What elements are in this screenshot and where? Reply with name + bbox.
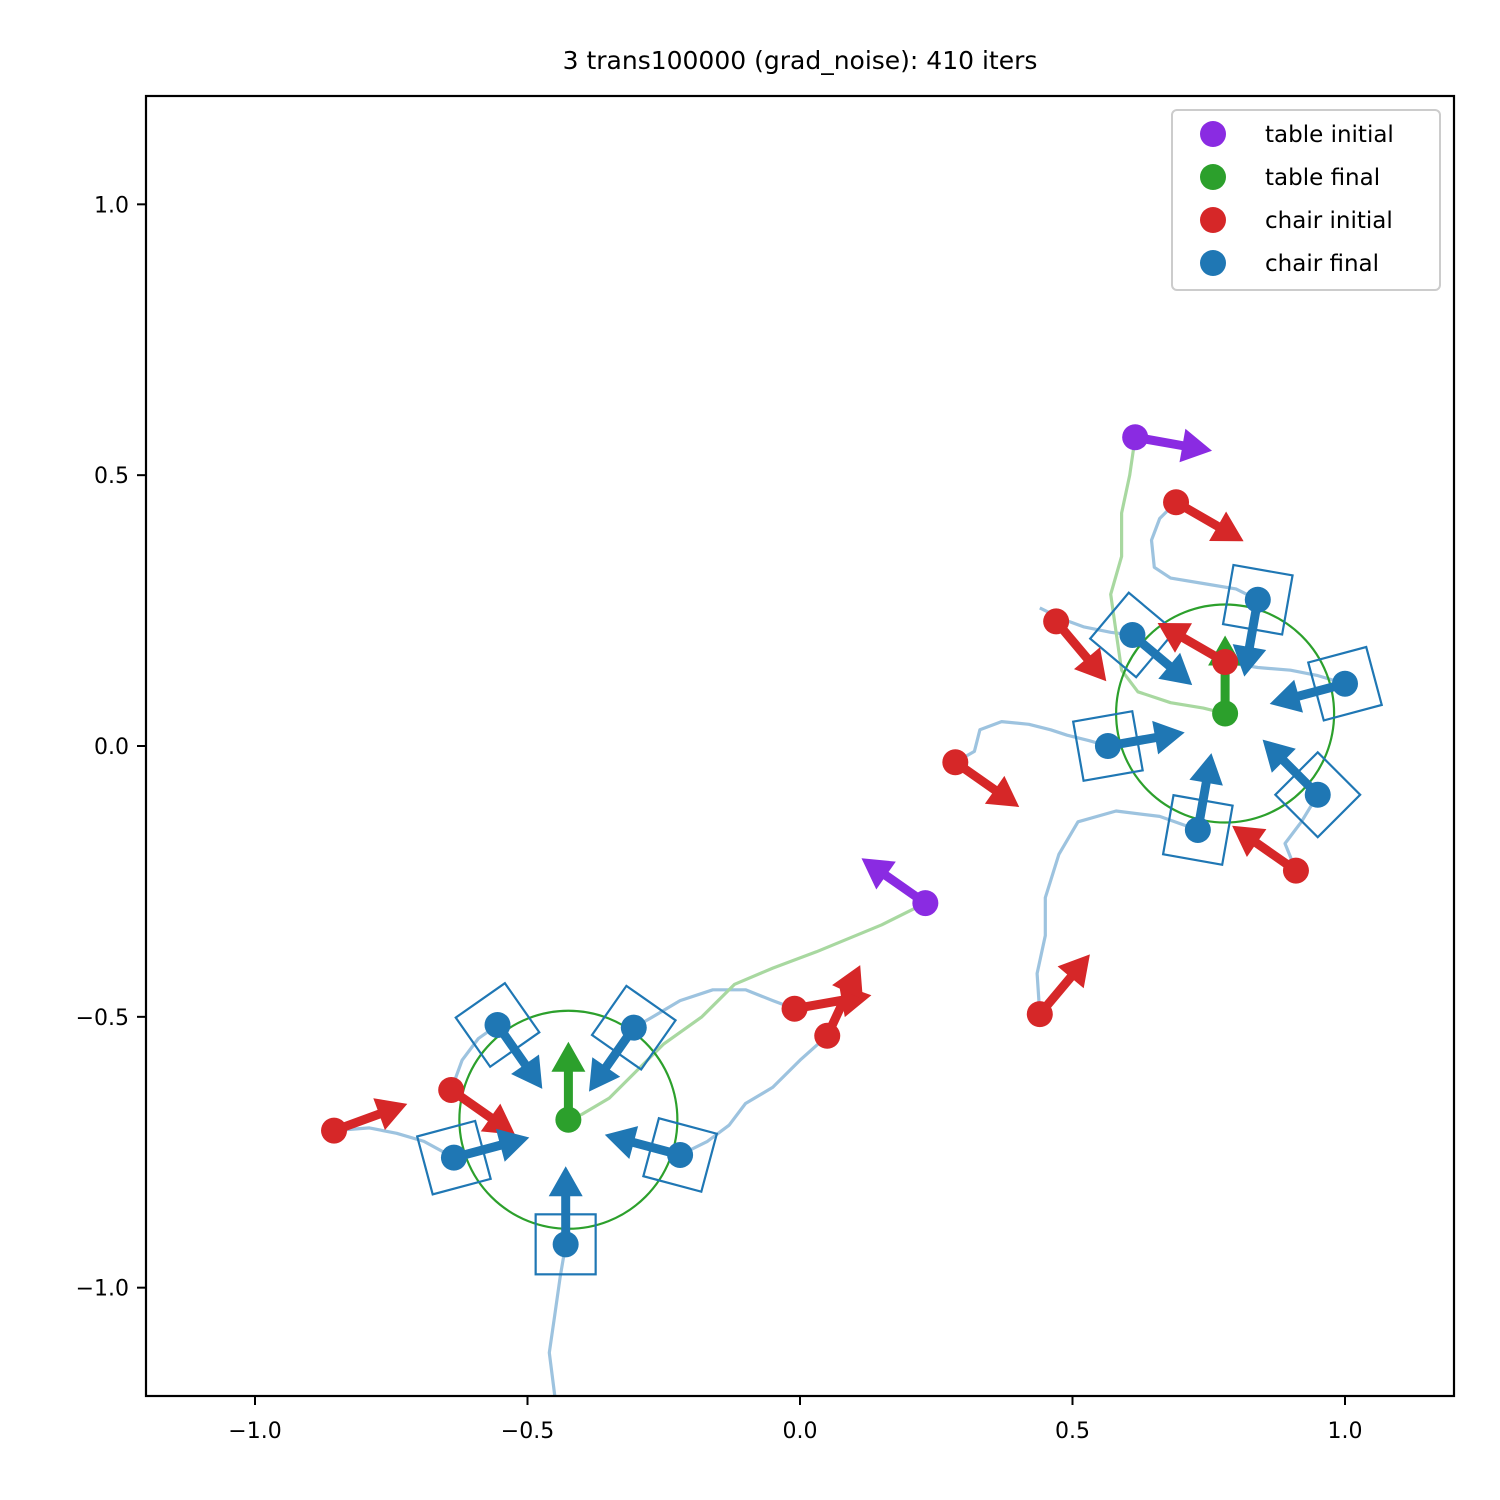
marks-layer [321, 424, 1384, 1397]
chair-trail-4 [954, 720, 1109, 764]
legend-label-2: table final [1265, 165, 1380, 191]
chair-initial-arrow-1 [1173, 498, 1244, 542]
chair-initial-arrow-9 [448, 1086, 516, 1135]
legend-marker-4 [1200, 250, 1226, 276]
table-initial-arrow-1 [1134, 428, 1212, 463]
legend: table initial table final chair initial cha… [1171, 109, 1441, 291]
chair-initial-arrow-4 [952, 758, 1020, 807]
chair-trail-6 [1035, 809, 1199, 1015]
y-tick-label-1: −1.0 [76, 1277, 129, 1302]
table-final-arrow-2 [551, 1041, 586, 1120]
chair-initial-arrow-2 [1052, 618, 1107, 682]
chair-trail-7 [633, 988, 796, 1030]
table-initial-point-1 [1122, 424, 1149, 451]
chair-initial-point-1 [1163, 489, 1190, 516]
y-tick-label-5: 1.0 [94, 193, 129, 218]
x-tick-label-1: −1.0 [228, 1419, 281, 1444]
chair-initial-arrow-8 [823, 965, 863, 1038]
chair-initial-point-10 [321, 1117, 348, 1144]
x-tick-label-4: 0.5 [1055, 1419, 1090, 1444]
x-tick-label-5: 1.0 [1328, 1419, 1363, 1444]
chair-final-point-2 [1119, 621, 1146, 648]
legend-marker-2 [1200, 164, 1226, 190]
y-tick-label-2: −0.5 [76, 1006, 129, 1031]
legend-marker-3 [1200, 207, 1226, 233]
chair-initial-arrow-5 [1232, 825, 1299, 875]
table-initial-arrow-2 [861, 858, 928, 907]
chair-trail-11 [547, 1244, 568, 1397]
chair-final-point-10 [440, 1144, 467, 1171]
ticks-layer: −1.0 −0.5 0.0 0.5 1.0 −1.0 −0.5 0.0 0.5 1.0 [76, 193, 1363, 1444]
table-trail-1 [1109, 437, 1226, 716]
chair-final-point-11 [552, 1231, 579, 1258]
chair-final-arrow-2 [1129, 631, 1193, 686]
x-tick-label-2: −0.5 [501, 1419, 554, 1444]
chair-final-arrow-7 [589, 1025, 638, 1092]
chair-final-arrow-6 [1189, 753, 1223, 831]
chair-initial-point-2 [1043, 608, 1070, 635]
y-tick-label-3: 0.0 [94, 735, 129, 760]
table-trail-2 [567, 901, 927, 1122]
table-final-point-1 [1212, 700, 1239, 727]
chair-final-arrow-10 [452, 1128, 530, 1162]
chair-final-point-5 [1304, 781, 1331, 808]
legend-marker-1 [1200, 121, 1226, 147]
chair-final-point-6 [1184, 816, 1211, 843]
chair-trail-8 [679, 1034, 829, 1157]
chair-initial-point-7 [781, 995, 808, 1022]
chair-final-arrow-9 [493, 1022, 543, 1089]
chair-final-point-9 [484, 1011, 511, 1038]
chair-initial-point-3 [1212, 649, 1239, 676]
chair-final-arrow-3 [1269, 679, 1347, 713]
chair-initial-point-8 [814, 1022, 841, 1049]
table-initial-point-2 [912, 890, 939, 917]
chair-initial-point-9 [438, 1076, 465, 1103]
legend-label-4: chair final [1265, 251, 1379, 277]
chair-final-point-7 [620, 1014, 647, 1041]
chair-trail-1 [1149, 501, 1259, 602]
chair-trail-10 [333, 1126, 455, 1160]
chair-final-arrow-4 [1107, 720, 1185, 755]
chair-final-arrow-11 [548, 1166, 583, 1245]
legend-box [1171, 109, 1441, 291]
chair-initial-arrow-10 [332, 1098, 408, 1135]
x-tick-label-3: 0.0 [783, 1419, 818, 1444]
chair-final-point-3 [1332, 670, 1358, 697]
legend-label-1: table initial [1265, 122, 1394, 148]
chair-initial-arrow-6 [1036, 954, 1090, 1017]
legend-label-3: chair initial [1265, 208, 1393, 234]
chair-final-point-8 [667, 1141, 694, 1168]
y-tick-label-4: 0.5 [94, 464, 129, 489]
chair-initial-point-5 [1282, 857, 1309, 884]
chair-final-arrow-8 [604, 1126, 682, 1160]
chair-initial-arrow-3 [1157, 623, 1228, 666]
chart-title: 3 trans100000 (grad_noise): 410 iters [563, 46, 1038, 75]
chair-initial-point-6 [1026, 1001, 1053, 1028]
chair-final-arrow-1 [1232, 599, 1267, 677]
table-final-point-2 [555, 1106, 582, 1133]
chair-initial-point-4 [942, 749, 969, 776]
chair-final-point-4 [1094, 733, 1121, 759]
chair-final-arrow-5 [1262, 739, 1321, 798]
chair-trail-5 [1283, 793, 1320, 872]
chair-final-point-1 [1244, 586, 1271, 613]
